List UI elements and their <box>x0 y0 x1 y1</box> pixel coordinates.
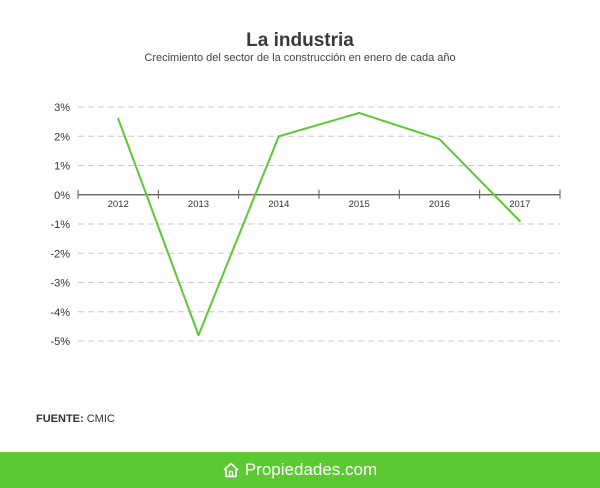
y-tick-label: 2% <box>54 131 70 143</box>
x-tick-label: 2012 <box>108 199 129 210</box>
chart-subtitle: Crecimiento del sector de la construcció… <box>144 52 456 64</box>
footer-bar: Propiedades .com <box>0 452 600 488</box>
house-logo-icon <box>223 462 239 478</box>
source-note: FUENTE: CMIC <box>36 413 115 425</box>
y-tick-label: -5% <box>50 336 70 348</box>
x-tick-label: 2015 <box>349 199 370 210</box>
y-tick-label: -4% <box>50 307 70 319</box>
y-axis-ticks: 3% 2% 1% 0% -1% -2% -3% -4% -5% <box>50 102 70 348</box>
brand-name: Propiedades <box>244 460 341 479</box>
y-tick-label: 3% <box>54 102 70 114</box>
chart-title: La industria <box>246 30 354 51</box>
source-label: FUENTE: <box>36 413 84 425</box>
brand-suffix: .com <box>340 460 378 479</box>
series-line <box>117 111 521 337</box>
series-layer <box>117 111 521 337</box>
y-tick-label: 1% <box>54 161 70 173</box>
gridlines <box>78 106 560 342</box>
y-tick-label: -2% <box>50 248 70 260</box>
data-point <box>197 334 200 337</box>
data-point <box>358 111 361 114</box>
x-axis <box>77 189 561 199</box>
data-point <box>518 220 521 223</box>
source-value: CMIC <box>86 413 115 425</box>
line-chart: 3% 2% 1% 0% -1% -2% -3% -4% -5% 2012 2013 2014 2015… <box>50 102 561 348</box>
y-tick-label: -3% <box>50 278 70 290</box>
x-tick-label: 2013 <box>188 199 209 210</box>
x-tick-label: 2017 <box>509 199 530 210</box>
data-point <box>438 138 441 141</box>
x-axis-ticks: 2012 2013 2014 2015 2016 2017 <box>108 199 531 210</box>
x-tick-label: 2016 <box>429 199 450 210</box>
data-point <box>117 117 120 120</box>
data-point <box>277 135 280 138</box>
brand-logo[interactable]: Propiedades .com <box>223 460 377 480</box>
x-tick-label: 2014 <box>268 199 289 210</box>
y-tick-label: 0% <box>54 190 70 202</box>
y-tick-label: -1% <box>50 219 70 231</box>
